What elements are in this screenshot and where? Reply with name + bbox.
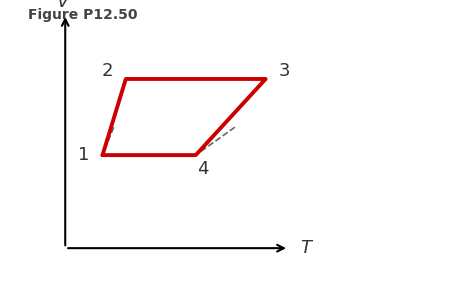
Text: V: V <box>57 0 69 11</box>
Text: 1: 1 <box>78 146 89 164</box>
Text: 2: 2 <box>102 61 113 80</box>
Text: T: T <box>301 239 312 257</box>
Text: 3: 3 <box>279 61 290 80</box>
Text: 4: 4 <box>197 160 208 178</box>
Text: Figure P12.50: Figure P12.50 <box>28 8 137 23</box>
